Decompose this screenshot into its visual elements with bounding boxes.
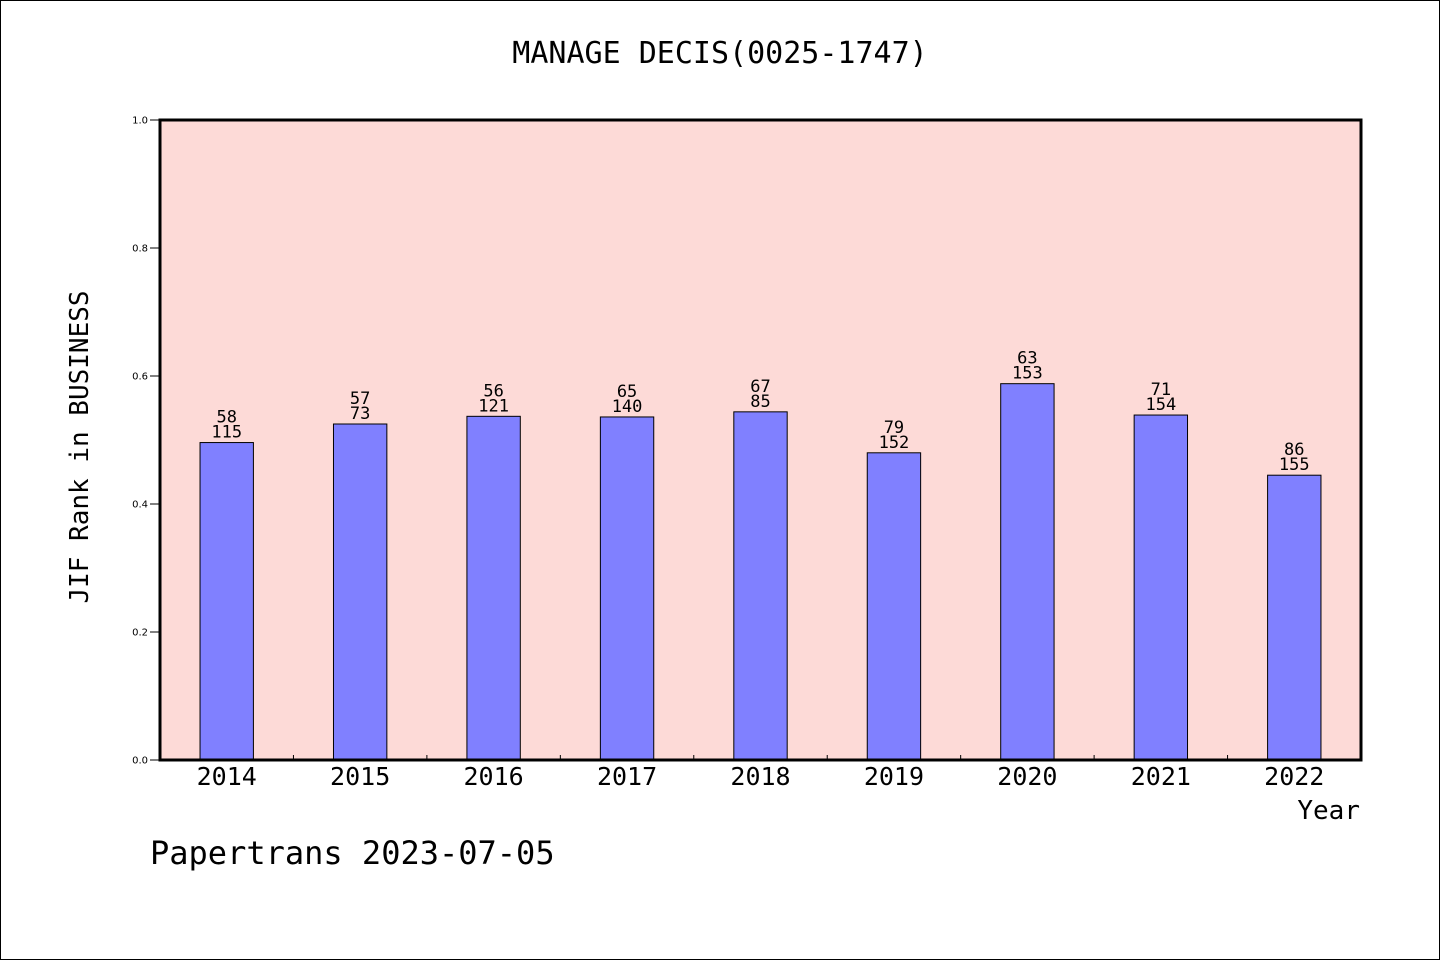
x-tick-label: 2022 [1264, 762, 1324, 791]
y-tick-label: 0.2 [132, 628, 148, 639]
chart-title: MANAGE DECIS(0025-1747) [512, 36, 928, 71]
bar-total-label: 152 [879, 433, 910, 453]
x-tick-label: 2019 [864, 762, 924, 791]
y-tick-label: 0.8 [132, 244, 148, 255]
bar-total-label: 153 [1012, 364, 1043, 384]
footer-credit: Papertrans 2023-07-05 [150, 834, 555, 872]
bar-rank-label: 63 [1017, 349, 1037, 369]
bar-total-label: 85 [750, 392, 770, 412]
bar-2018 [733, 411, 788, 761]
x-tick-label: 2014 [197, 762, 257, 791]
bar-2014 [199, 442, 254, 761]
y-tick-label: 1.0 [132, 116, 148, 127]
bar-total-label: 73 [350, 404, 370, 424]
bar-2020 [1000, 383, 1055, 761]
bar-rank-label: 79 [884, 418, 904, 438]
bar-2022 [1267, 474, 1322, 761]
y-axis-label: JIF Rank in BUSINESS [65, 290, 95, 604]
bar-total-label: 155 [1279, 455, 1310, 475]
bar-series [199, 383, 1322, 761]
plot-border [158, 118, 1363, 762]
x-tick-label: 2015 [330, 762, 390, 791]
bar-rank-label: 58 [216, 408, 236, 428]
bar-total-label: 115 [211, 423, 242, 443]
x-tick-label: 2016 [464, 762, 524, 791]
y-tick-label: 0.0 [132, 756, 148, 767]
bar-2019 [866, 452, 922, 761]
x-tick-label: 2021 [1131, 762, 1191, 791]
y-tick-label: 0.4 [132, 500, 148, 511]
bar-2021 [1133, 414, 1189, 761]
x-tick-label: 2018 [730, 762, 790, 791]
bar-total-label: 121 [478, 396, 509, 416]
bar-rank-label: 57 [350, 389, 370, 409]
y-axis-ticks: 0.0 0.2 0.4 0.6 0.8 1.0 [132, 116, 160, 767]
bar-2015 [332, 423, 388, 761]
bar-total-label: 154 [1145, 395, 1176, 415]
bar-rank-label: 56 [483, 381, 503, 401]
y-tick-label: 0.6 [132, 372, 148, 383]
bar-rank-label: 67 [750, 377, 770, 397]
x-tick-labels: 2014 2015 2016 2017 2018 2019 2020 2021 2022 [197, 762, 1325, 791]
x-tick-label: 2020 [997, 762, 1057, 791]
bar-total-label: 140 [612, 397, 643, 417]
bar-rank-label: 86 [1284, 440, 1304, 460]
x-tick-label: 2017 [597, 762, 657, 791]
bar-2016 [466, 415, 521, 761]
x-axis-label: Year [1297, 796, 1360, 826]
bar-rank-label: 71 [1151, 380, 1171, 400]
bar-2017 [599, 416, 655, 761]
bar-rank-label: 65 [617, 382, 637, 402]
